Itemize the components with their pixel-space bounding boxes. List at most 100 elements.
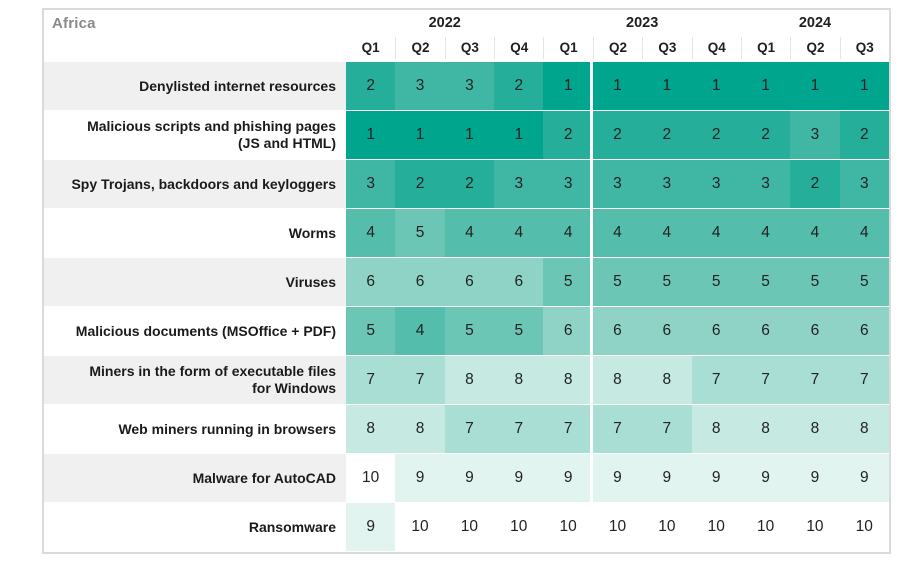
rank-cell: 10 xyxy=(839,503,889,551)
rank-cell: 4 xyxy=(494,209,544,257)
rank-cell: 8 xyxy=(543,356,593,404)
rank-cell: 1 xyxy=(346,111,396,159)
rank-cell: 8 xyxy=(740,405,791,453)
quarter-label: Q3 xyxy=(444,37,494,59)
rank-cell: 9 xyxy=(642,454,692,502)
rank-cell: 3 xyxy=(642,160,692,208)
rank-cell: 10 xyxy=(592,503,643,551)
row-label: Miners in the form of executable files f… xyxy=(44,356,346,404)
rank-cell: 4 xyxy=(346,209,396,257)
row-label: Malware for AutoCAD xyxy=(44,454,346,502)
table-title: Africa xyxy=(52,14,96,32)
rank-cell: 5 xyxy=(642,258,692,306)
rank-cell: 5 xyxy=(395,209,445,257)
year-label: 2024 xyxy=(798,15,832,31)
rank-cell: 2 xyxy=(691,111,741,159)
rank-cell: 8 xyxy=(642,356,692,404)
rank-cell: 1 xyxy=(592,62,643,110)
rank-cell: 7 xyxy=(494,405,544,453)
rank-cell: 3 xyxy=(592,160,643,208)
table-row: Malicious scripts and phishing pages (JS… xyxy=(44,111,889,159)
rank-cell: 4 xyxy=(642,209,692,257)
rank-cell: 5 xyxy=(494,307,544,355)
quarter-header-row: Q1 Q2 Q3 Q4 Q1 Q2 Q3 Q4 Q1 Q2 Q3 xyxy=(44,36,889,60)
heatmap-table: Africa 2022 2023 2024 Q1 Q2 Q3 Q4 Q1 Q2 Q3 Q4 Q1 Q2… xyxy=(42,8,891,554)
rank-cell: 3 xyxy=(494,160,544,208)
rank-cell: 4 xyxy=(543,209,593,257)
rank-cell: 5 xyxy=(444,307,495,355)
rank-cell: 7 xyxy=(346,356,396,404)
quarter-label: Q4 xyxy=(691,37,741,59)
rank-cell: 10 xyxy=(740,503,791,551)
quarter-label: Q2 xyxy=(592,37,642,59)
rank-cell: 4 xyxy=(790,209,840,257)
rank-cell: 3 xyxy=(790,111,840,159)
rank-cell: 3 xyxy=(395,62,445,110)
rank-cell: 2 xyxy=(494,62,544,110)
rank-cell: 10 xyxy=(494,503,544,551)
quarter-label: Q1 xyxy=(361,40,380,55)
rank-cell: 2 xyxy=(642,111,692,159)
year-label: 2023 xyxy=(626,15,659,31)
rank-cell: 1 xyxy=(494,111,544,159)
rank-cell: 9 xyxy=(543,454,593,502)
rank-cell: 5 xyxy=(839,258,889,306)
year-label: 2022 xyxy=(428,15,461,31)
rank-cell: 1 xyxy=(691,62,741,110)
rank-cell: 1 xyxy=(543,62,593,110)
rank-cell: 4 xyxy=(592,209,643,257)
rank-cell: 2 xyxy=(839,111,889,159)
rank-cell: 4 xyxy=(740,209,791,257)
rank-cell: 6 xyxy=(839,307,889,355)
row-label: Ransomware xyxy=(248,518,336,535)
rank-cell: 10 xyxy=(395,503,445,551)
rank-cell: 7 xyxy=(592,405,643,453)
rank-cell: 2 xyxy=(790,160,840,208)
rank-cell: 9 xyxy=(494,454,544,502)
quarter-label: Q4 xyxy=(494,37,543,59)
rank-cell: 1 xyxy=(444,111,495,159)
rank-cell: 6 xyxy=(740,307,791,355)
rank-cell: 6 xyxy=(592,307,643,355)
rank-cell: 7 xyxy=(543,405,593,453)
rank-cell: 8 xyxy=(494,356,544,404)
rank-cell: 9 xyxy=(444,454,495,502)
row-label: Web miners running in browsers xyxy=(118,420,336,437)
quarter-label: Q1 xyxy=(543,37,592,59)
rank-cell: 1 xyxy=(642,62,692,110)
rank-cell: 6 xyxy=(790,307,840,355)
table-row: Malware for AutoCAD 10 9 9 9 9 9 9 9 9 9 9 xyxy=(44,454,889,502)
quarter-label: Q3 xyxy=(642,37,691,59)
rank-cell: 7 xyxy=(740,356,791,404)
year-header-row: Africa 2022 2023 2024 xyxy=(44,10,889,36)
rank-cell: 9 xyxy=(346,503,396,551)
row-label: Viruses xyxy=(44,258,346,306)
rank-cell: 4 xyxy=(691,209,741,257)
rank-cell: 2 xyxy=(543,111,593,159)
rank-cell: 8 xyxy=(444,356,495,404)
rank-cell: 2 xyxy=(346,62,396,110)
row-label: Worms xyxy=(288,224,336,241)
rank-cell: 5 xyxy=(740,258,791,306)
rank-cell: 5 xyxy=(691,258,741,306)
rank-cell: 8 xyxy=(691,405,741,453)
rank-cell: 5 xyxy=(543,258,593,306)
rank-cell: 2 xyxy=(395,160,445,208)
rank-cell: 6 xyxy=(691,307,741,355)
table-row: Ransomware 9 10 10 10 10 10 10 10 10 10 10 xyxy=(44,503,889,551)
rank-cell: 9 xyxy=(740,454,791,502)
rank-cell: 6 xyxy=(642,307,692,355)
rank-cell: 7 xyxy=(444,405,495,453)
rank-cell: 5 xyxy=(592,258,643,306)
rank-cell: 4 xyxy=(444,209,495,257)
rank-cell: 3 xyxy=(839,160,889,208)
row-label: Denylisted internet resources xyxy=(44,62,346,110)
rank-cell: 1 xyxy=(740,62,791,110)
rank-cell: 10 xyxy=(543,503,593,551)
